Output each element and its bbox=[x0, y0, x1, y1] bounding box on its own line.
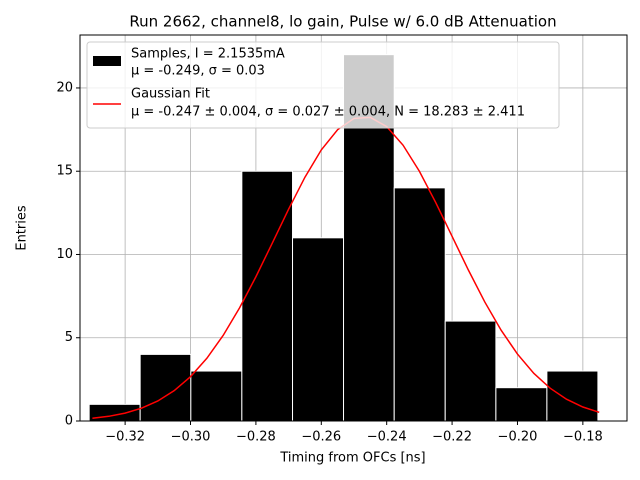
legend-box bbox=[86, 41, 560, 129]
x-tick-label: −0.18 bbox=[563, 430, 603, 445]
legend-label: μ = -0.249, σ = 0.03 bbox=[131, 64, 265, 79]
x-tick-label: −0.20 bbox=[498, 430, 538, 445]
chart-title: Run 2662, channel8, lo gain, Pulse w/ 6.… bbox=[129, 13, 556, 31]
x-tick-label: −0.28 bbox=[236, 430, 276, 445]
legend-label: Gaussian Fit bbox=[131, 87, 210, 102]
y-tick-label: 5 bbox=[65, 330, 73, 345]
x-tick-label: −0.22 bbox=[432, 430, 472, 445]
y-tick-label: 10 bbox=[56, 247, 73, 262]
x-tick-label: −0.32 bbox=[105, 430, 145, 445]
y-tick-label: 20 bbox=[56, 80, 73, 95]
legend-label: μ = -0.247 ± 0.004, σ = 0.027 ± 0.004, N… bbox=[131, 105, 525, 120]
x-tick-label: −0.26 bbox=[301, 430, 341, 445]
y-tick-label: 15 bbox=[56, 164, 73, 179]
bar bbox=[292, 237, 345, 422]
x-axis-label: Timing from OFCs [ns] bbox=[279, 451, 425, 466]
bar bbox=[139, 353, 192, 422]
bar bbox=[393, 187, 446, 422]
legend-swatch bbox=[93, 56, 121, 66]
bar bbox=[546, 370, 599, 422]
x-tick-label: −0.30 bbox=[171, 430, 211, 445]
bar bbox=[241, 170, 294, 422]
y-axis-label: Entries bbox=[15, 205, 30, 251]
legend-label: Samples, I = 2.1535mA bbox=[131, 47, 285, 62]
y-tick-label: 0 bbox=[65, 414, 73, 429]
bar bbox=[495, 387, 548, 422]
bar bbox=[190, 370, 243, 422]
legend: Samples, I = 2.1535mA μ = -0.249, σ = 0.0… bbox=[86, 41, 560, 129]
plot-frame bbox=[79, 34, 628, 422]
x-tick-label: −0.24 bbox=[367, 430, 407, 445]
bar bbox=[444, 320, 497, 422]
